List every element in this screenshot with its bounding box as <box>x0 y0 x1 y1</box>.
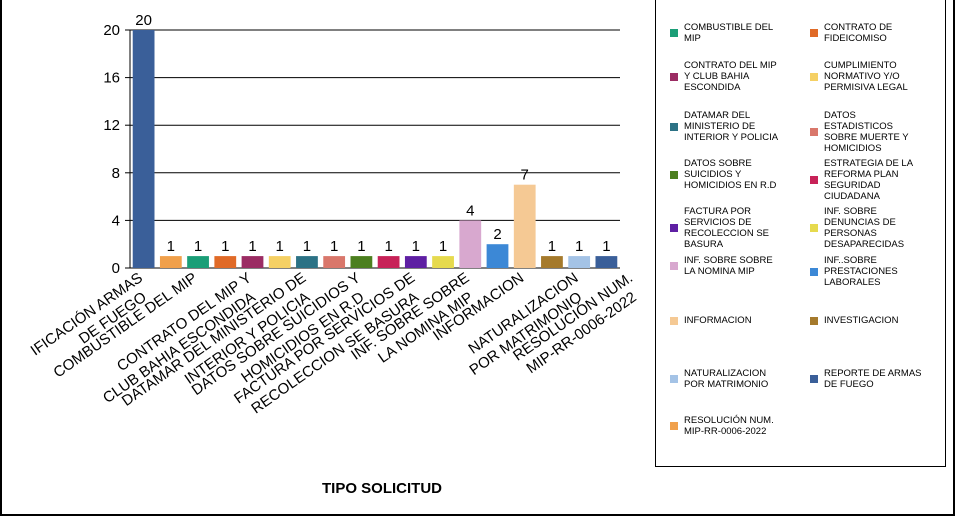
legend-swatch <box>810 128 818 136</box>
legend-item: INVESTIGACION <box>810 315 924 326</box>
legend-label: CONTRATO DEL MIP Y CLUB BAHIA ESCONDIDA <box>684 60 777 93</box>
bar <box>377 256 400 268</box>
legend-swatch <box>810 316 818 325</box>
legend-item: DATOS ESTADISTICOS SOBRE MUERTE Y HOMICI… <box>810 110 924 154</box>
bar <box>323 256 346 268</box>
legend-swatch <box>670 422 678 430</box>
legend-item: RESOLUCIÓN NUM. MIP-RR-0006-2022 <box>670 415 784 437</box>
bar <box>214 256 237 268</box>
legend-item: INFORMACION <box>670 315 784 326</box>
bar <box>404 256 427 268</box>
data-label: 20 <box>135 12 152 29</box>
bar <box>268 256 291 268</box>
legend-swatch <box>670 224 678 232</box>
legend-item: REPORTE DE ARMAS DE FUEGO <box>810 368 924 390</box>
bar <box>459 220 482 268</box>
y-tick-label: 4 <box>112 212 120 229</box>
legend-label: NATURALIZACION POR MATRIMONIO <box>684 368 769 390</box>
legend-label: CUMPLIMIENTO NORMATIVO Y/O PERMISIVA LEG… <box>824 60 908 93</box>
data-label: 1 <box>167 238 175 255</box>
legend-label: DATOS ESTADISTICOS SOBRE MUERTE Y HOMICI… <box>824 110 909 154</box>
legend-swatch <box>810 72 818 81</box>
legend-item: DATOS SOBRE SUICIDIOS Y HOMICIDIOS EN R.… <box>670 158 784 191</box>
legend-swatch <box>810 267 818 276</box>
legend-item: ESTRATEGIA DE LA REFORMA PLAN SEGURIDAD … <box>810 158 924 202</box>
x-axis-title: TIPO SOLICITUD <box>322 480 442 497</box>
bar <box>432 256 454 268</box>
legend-label: CONTRATO DE FIDEICOMISO <box>824 22 893 44</box>
legend-label: INF..SOBRE PRESTACIONES LABORALES <box>824 255 898 288</box>
y-tick-label: 16 <box>103 70 120 87</box>
bar <box>541 256 563 268</box>
chart-legend: COMBUSTIBLE DEL MIP CONTRATO DE FIDEICOMI… <box>655 0 946 467</box>
legend-label: DATOS SOBRE SUICIDIOS Y HOMICIDIOS EN R.… <box>684 158 777 191</box>
legend-swatch <box>670 170 678 179</box>
data-label: 7 <box>521 167 529 184</box>
legend-swatch <box>670 72 678 81</box>
data-label: 1 <box>412 238 420 255</box>
legend-swatch <box>670 375 678 383</box>
data-label: 1 <box>548 238 556 255</box>
legend-swatch <box>810 224 818 232</box>
legend-label: INFORMACION <box>684 315 752 326</box>
bar <box>568 256 591 268</box>
legend-label: INF. SOBRE SOBRE LA NOMINA MIP <box>684 255 773 277</box>
legend-label: INF. SOBRE DENUNCIAS DE PERSONAS DESAPAR… <box>824 206 905 250</box>
data-label: 1 <box>357 238 365 255</box>
y-tick-label: 0 <box>112 260 120 277</box>
y-tick-label: 8 <box>112 165 120 182</box>
legend-item: DATAMAR DEL MINISTERIO DE INTERIOR Y POL… <box>670 110 784 143</box>
bar <box>159 256 182 268</box>
legend-item: FACTURA POR SERVICIOS DE RECOLECCION SE … <box>670 206 784 250</box>
bar <box>241 256 264 268</box>
legend-item: COMBUSTIBLE DEL MIP <box>670 22 784 44</box>
data-label: 1 <box>330 238 338 255</box>
y-tick-label: 20 <box>103 22 120 39</box>
legend-swatch <box>810 29 818 37</box>
y-tick-label: 12 <box>103 117 120 134</box>
legend-item: NATURALIZACION POR MATRIMONIO <box>670 368 784 390</box>
legend-item: INF..SOBRE PRESTACIONES LABORALES <box>810 255 924 288</box>
bar <box>187 256 209 268</box>
data-label: 1 <box>194 238 202 255</box>
legend-item: INF. SOBRE DENUNCIAS DE PERSONAS DESAPAR… <box>810 206 924 250</box>
legend-swatch <box>670 262 678 270</box>
legend-label: COMBUSTIBLE DEL MIP <box>684 22 773 44</box>
legend-swatch <box>670 122 678 131</box>
data-label: 1 <box>602 238 610 255</box>
legend-swatch <box>810 375 818 383</box>
legend-label: DATAMAR DEL MINISTERIO DE INTERIOR Y POL… <box>684 110 779 143</box>
legend-label: RESOLUCIÓN NUM. MIP-RR-0006-2022 <box>684 415 774 437</box>
data-label: 1 <box>276 238 284 255</box>
data-label: 1 <box>384 238 392 255</box>
legend-swatch <box>670 29 678 37</box>
data-label: 1 <box>439 238 447 255</box>
bar <box>513 184 536 268</box>
legend-item: CONTRATO DEL MIP Y CLUB BAHIA ESCONDIDA <box>670 60 784 93</box>
legend-item: CONTRATO DE FIDEICOMISO <box>810 22 924 44</box>
legend-swatch <box>810 176 818 184</box>
data-label: 1 <box>221 238 229 255</box>
legend-label: REPORTE DE ARMAS DE FUEGO <box>824 368 922 390</box>
legend-swatch <box>670 316 678 325</box>
legend-item: INF. SOBRE SOBRE LA NOMINA MIP <box>670 255 784 277</box>
legend-label: FACTURA POR SERVICIOS DE RECOLECCION SE … <box>684 206 769 250</box>
bar <box>595 256 618 268</box>
data-label: 4 <box>466 202 474 219</box>
bar <box>350 256 373 268</box>
legend-label: INVESTIGACION <box>824 315 899 326</box>
data-label: 1 <box>248 238 256 255</box>
bar <box>296 256 318 268</box>
data-label: 1 <box>575 238 583 255</box>
bar <box>132 30 155 268</box>
data-label: 1 <box>303 238 311 255</box>
data-label: 2 <box>493 226 501 243</box>
legend-item: CUMPLIMIENTO NORMATIVO Y/O PERMISIVA LEG… <box>810 60 924 93</box>
legend-label: ESTRATEGIA DE LA REFORMA PLAN SEGURIDAD … <box>824 158 913 202</box>
bar <box>486 244 509 268</box>
